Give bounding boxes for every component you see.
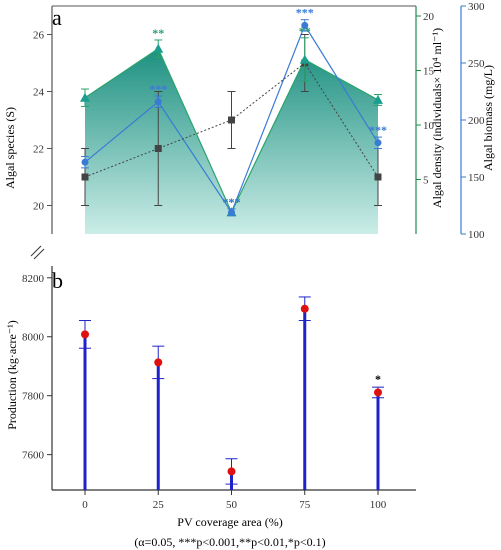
density-significance: *** (223, 195, 241, 209)
x-tick-label: 100 (370, 499, 387, 511)
production-point (227, 467, 236, 476)
panel-b-chart: b 7600 7800 8000 8200 0 25 50 75 100 * Production… (5, 266, 416, 549)
biomass-significance: *** (369, 123, 387, 137)
production-bar (303, 308, 307, 490)
density-point (373, 94, 383, 104)
y-tick-label: 8200 (22, 273, 45, 285)
biomass-y-tick-label: 150 (468, 172, 485, 184)
left-y-tick-label: 24 (33, 87, 45, 99)
panel-b-letter: b (52, 268, 63, 293)
production-point (81, 330, 89, 339)
density-y-tick-label: 5 (423, 175, 429, 187)
left-y-tick-label: 20 (33, 201, 45, 213)
density-point (153, 43, 164, 53)
y-tick-label: 7800 (22, 391, 45, 403)
significance-footnote: (α=0.05, ***p<0.001,**p<0.01,*p<0.1) (134, 535, 325, 549)
biomass-significance: *** (223, 195, 241, 209)
biomass-point (301, 21, 309, 29)
biomass-point (81, 158, 89, 166)
biomass-point (374, 139, 382, 147)
density-y-tick-label: 15 (423, 66, 435, 78)
biomass-y-tick-label: 200 (468, 115, 485, 127)
y-tick-label: 8000 (22, 332, 45, 344)
x-tick-label: 0 (82, 499, 88, 511)
production-point (154, 358, 163, 367)
production-bar (156, 362, 160, 490)
density-point (299, 54, 310, 64)
biomass-y-tick-label: 300 (468, 1, 485, 13)
species-point (81, 173, 89, 181)
production-bar (83, 334, 87, 490)
axis-break-mark (30, 245, 45, 260)
left-y-axis-label: Algal species (S) (3, 107, 17, 189)
production-point (300, 304, 309, 313)
density-y-tick-label: 10 (423, 120, 435, 132)
production-bar (376, 392, 380, 490)
species-point (154, 145, 162, 152)
x-tick-label: 25 (153, 499, 165, 511)
biomass-significance: *** (149, 82, 167, 96)
density-y-tick-label: 20 (423, 11, 435, 23)
x-tick-label: 75 (299, 499, 311, 511)
y-tick-label: 7600 (22, 450, 45, 462)
biomass-point (228, 208, 235, 216)
density-significance: ** (152, 26, 164, 40)
biomass-y-tick-label: 100 (468, 229, 485, 241)
species-point (228, 116, 235, 124)
density-significance: ** (299, 24, 311, 38)
x-tick-label: 50 (226, 499, 238, 511)
production-significance: * (375, 372, 381, 386)
left-y-tick-label: 22 (33, 144, 44, 156)
left-y-tick-label: 26 (33, 30, 45, 42)
biomass-y-axis-label: Algal biomass (mg/L) (481, 65, 495, 171)
production-point (374, 388, 382, 397)
panel-b-plot-area: 7600 7800 8000 8200 0 25 50 75 100 * (22, 266, 416, 511)
density-y-axis-label: Algal density (individuals× 10⁴ ml⁻¹) (430, 28, 444, 208)
biomass-y-tick-label: 250 (468, 58, 485, 70)
panel-a-chart: a 202224265101520100150200250300********… (3, 1, 495, 241)
panel-a-plot-area: 202224265101520100150200250300**********… (33, 1, 485, 241)
density-point (80, 92, 90, 102)
biomass-point (154, 98, 162, 106)
production-y-axis-label: Production (kg·acre⁻¹) (5, 320, 19, 430)
species-point (374, 173, 382, 181)
biomass-significance: *** (296, 6, 314, 20)
panel-a-letter: a (52, 5, 62, 30)
x-axis-label: PV coverage area (%) (177, 515, 282, 529)
